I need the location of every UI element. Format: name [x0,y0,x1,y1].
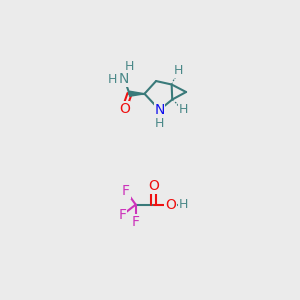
Text: H: H [179,103,188,116]
Text: F: F [122,184,130,198]
Text: H: H [173,64,183,77]
Text: O: O [148,179,159,193]
Text: H: H [155,117,164,130]
Text: H: H [125,59,134,73]
Text: H: H [107,73,117,86]
Text: F: F [118,208,127,222]
Text: N: N [154,103,165,117]
Polygon shape [130,91,145,96]
Text: O: O [165,198,176,212]
Text: H: H [179,198,188,211]
Text: N: N [119,72,130,86]
Text: O: O [119,102,130,116]
Text: F: F [132,215,140,229]
